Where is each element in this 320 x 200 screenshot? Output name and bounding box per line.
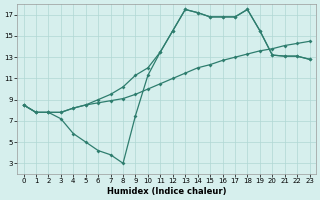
X-axis label: Humidex (Indice chaleur): Humidex (Indice chaleur) <box>107 187 226 196</box>
